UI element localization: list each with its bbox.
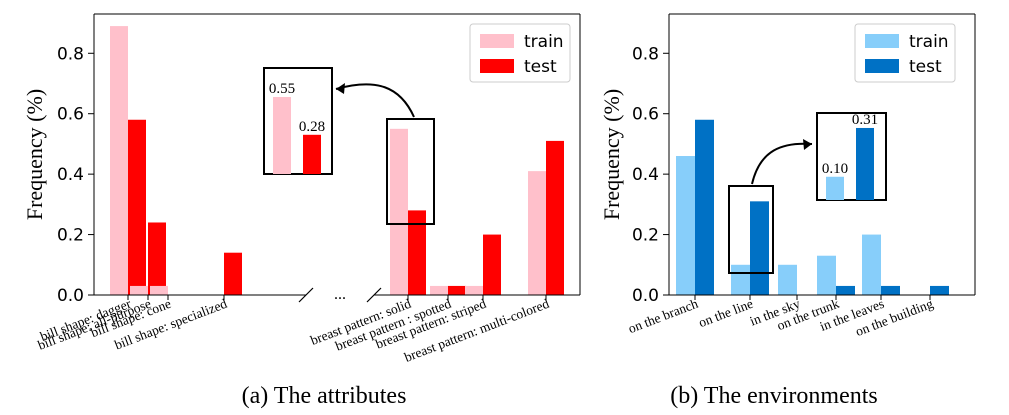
bar-train xyxy=(110,26,128,295)
inset-value-label: 0.55 xyxy=(269,81,295,97)
inset-value-label: 0.28 xyxy=(299,119,325,135)
bar-test xyxy=(750,201,769,295)
bar-train xyxy=(731,264,750,295)
y-tick-label: 0.8 xyxy=(57,44,84,64)
legend-swatch-train xyxy=(480,34,514,48)
panel-attributes: (a) The attributes 0.0 0.2 0.4 0.6 0.8 Freque… xyxy=(22,13,581,409)
legend-swatch-test xyxy=(480,59,514,73)
arrow-head xyxy=(803,139,812,150)
y-tick-label: 0.8 xyxy=(632,44,659,64)
y-tick-label: 0.0 xyxy=(57,286,84,306)
y-tick-label: 0.0 xyxy=(632,286,659,306)
inset-bar-test xyxy=(856,127,874,200)
axis-break-slash xyxy=(366,287,382,303)
bar-test xyxy=(224,252,242,295)
bar-train xyxy=(150,285,168,295)
y-tick-label: 0.2 xyxy=(632,226,659,246)
bar-test xyxy=(695,119,714,295)
bar-train xyxy=(676,156,695,295)
highlight-box xyxy=(386,118,435,225)
highlight-arrow xyxy=(335,83,415,118)
bar-train xyxy=(528,171,546,295)
y-tick-label: 0.2 xyxy=(57,226,84,246)
caption-environments: (b) The environments xyxy=(670,383,878,409)
inset-value-label: 0.31 xyxy=(852,112,878,128)
bar-train xyxy=(130,285,148,295)
y-tick-label: 0.6 xyxy=(632,105,659,125)
axis-break-ellipsis: ... xyxy=(334,286,346,303)
inset-bar-train xyxy=(273,97,291,174)
bar-test xyxy=(408,210,426,295)
bar-test xyxy=(483,234,501,295)
bar-test xyxy=(881,285,900,295)
y-axis-label: Frequency (%) xyxy=(599,89,624,220)
inset-bar-train xyxy=(826,176,844,200)
legend-swatch-test xyxy=(865,59,899,73)
y-tick-label: 0.4 xyxy=(57,165,84,185)
y-tick-label: 0.6 xyxy=(57,105,84,125)
caption-attributes: (a) The attributes xyxy=(242,383,407,409)
inset-value-label: 0.10 xyxy=(822,161,848,177)
bar-test xyxy=(546,140,564,295)
legend-label-train: train xyxy=(909,32,949,52)
x-tick-label: on the line xyxy=(696,296,755,330)
inset-box xyxy=(816,112,887,201)
legend-label-train: train xyxy=(524,32,564,52)
highlight-box xyxy=(728,185,774,274)
panel-environments: (b) The environments 0.0 0.2 0.4 0.6 0.8 Freq… xyxy=(599,13,976,409)
bar-test xyxy=(930,285,949,295)
bar-train xyxy=(465,285,483,295)
axis-break-slash xyxy=(298,287,314,303)
bar-train xyxy=(817,255,836,295)
bar-train xyxy=(778,264,797,295)
legend-swatch-train xyxy=(865,34,899,48)
y-tick-label: 0.4 xyxy=(632,165,659,185)
legend-label-test: test xyxy=(524,57,557,77)
bar-test xyxy=(448,285,466,295)
y-axis-label: Frequency (%) xyxy=(22,89,47,220)
bar-train xyxy=(862,234,881,295)
arrow-head xyxy=(336,83,345,94)
bar-test xyxy=(148,222,166,295)
bar-test xyxy=(128,119,146,295)
bar-test xyxy=(836,285,855,295)
bar-train xyxy=(390,128,408,295)
bar-train xyxy=(430,285,448,295)
highlight-arrow xyxy=(751,142,813,185)
inset-bar-test xyxy=(303,134,321,174)
legend-label-test: test xyxy=(909,57,942,77)
